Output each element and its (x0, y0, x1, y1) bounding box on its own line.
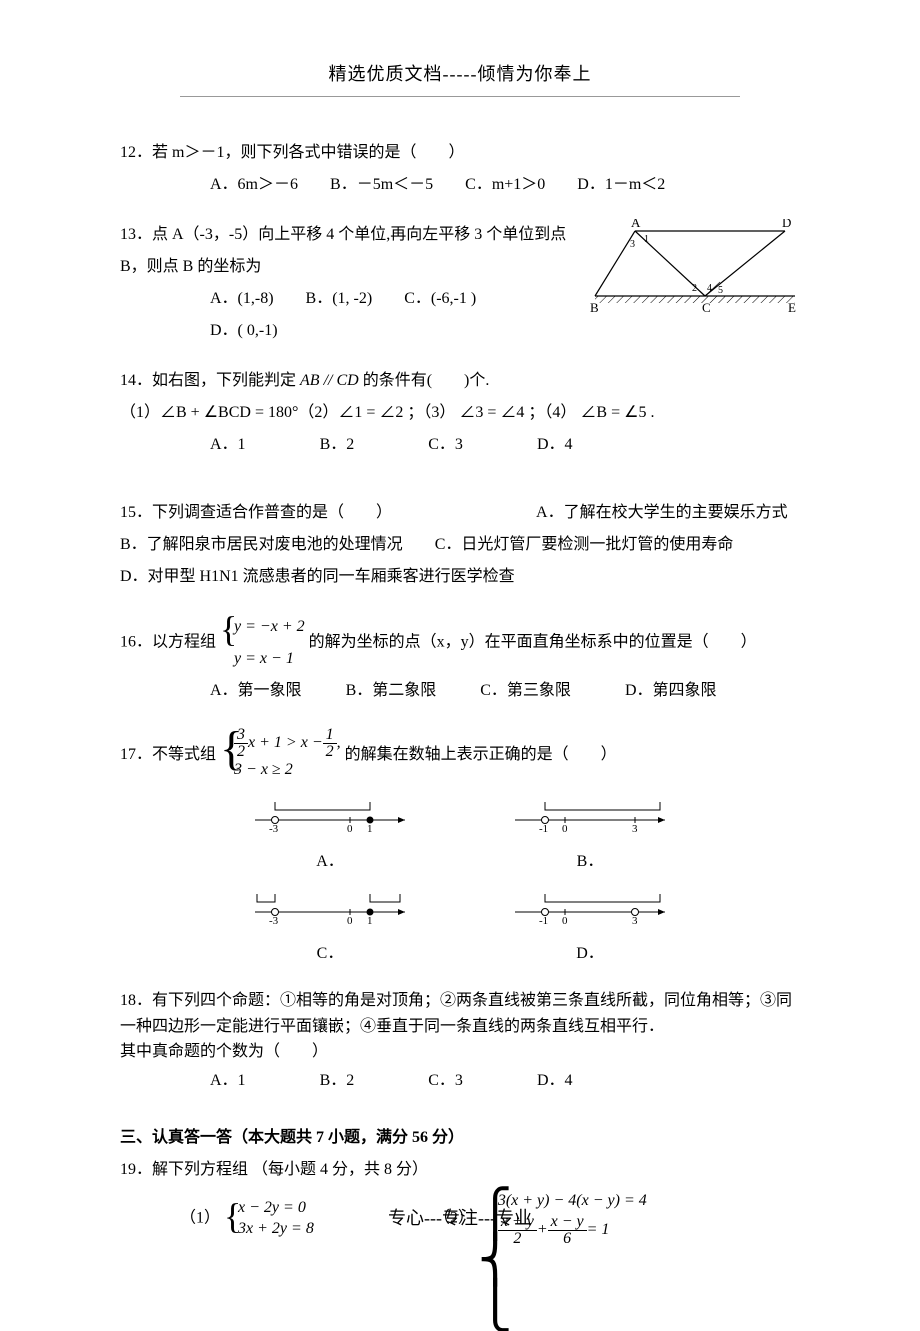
q12-choice-d: D．1－m＜2 (577, 169, 665, 201)
q13-choice-a: A．(1,-8) (210, 283, 274, 315)
q16-sys-l1: y = −x + 2 (234, 618, 305, 635)
svg-text:-3: -3 (269, 915, 279, 926)
q16-choice-c: C．第三象限 (480, 675, 571, 707)
svg-text:0: 0 (347, 915, 353, 926)
q14-conditions: （1）∠B + ∠BCD = 180°（2）∠1 = ∠2 ；（3） ∠3 = … (120, 397, 800, 429)
q14-stem-a: 14．如右图，下列能判定 (120, 372, 300, 389)
q13-choice-b: B．(1, -2) (306, 283, 373, 315)
q17-axis-d: -1 0 3 D． (505, 884, 675, 970)
page-footer: 专心---专注---专业 (0, 1204, 920, 1230)
svg-text:1: 1 (367, 823, 373, 834)
q15-choice-c: C．日光灯管厂要检测一批灯管的使用寿命 (435, 536, 734, 553)
q17-label-c: C． (245, 938, 415, 970)
fig-label-b: B (590, 300, 599, 315)
q19-stem: 19．解下列方程组 （每小题 4 分，共 8 分） (120, 1155, 800, 1179)
fig-label-d: D (782, 219, 791, 230)
q12-choice-c: C．m+1＞0 (465, 169, 545, 201)
q17-stem-b: 的解集在数轴上表示正确的是（ ） (345, 746, 617, 763)
question-16: 16．以方程组 { y = −x + 2 y = x − 1 的解为坐标的点（x… (120, 611, 800, 707)
svg-text:3: 3 (632, 823, 638, 834)
q15-stem: 15．下列调查适合作普查的是（ ） (120, 504, 392, 521)
q14-choice-d: D．4 (537, 429, 573, 461)
q16-stem-a: 16．以方程组 (120, 634, 216, 651)
question-17: 17．不等式组 { 32 x + 1 > x − 12, 3 − x ≥ 2 的… (120, 725, 800, 970)
q18-stem: 18．有下列四个命题：①相等的角是对顶角；②两条直线被第三条直线所截，同位角相等… (120, 988, 800, 1039)
q15-choice-a: A．了解在校大学生的主要娱乐方式 (536, 497, 788, 529)
q12-choice-a: A．6m＞－6 (210, 169, 298, 201)
page-header: 精选优质文档-----倾情为你奉上 (120, 60, 800, 86)
svg-text:-1: -1 (539, 823, 548, 834)
q12-stem: 12．若 m＞－1，则下列各式中错误的是（ ） (120, 137, 800, 169)
q18-choice-d: D．4 (537, 1065, 573, 1097)
q14-stem-b: AB // CD (300, 372, 359, 389)
q15-choice-b: B．了解阳泉市居民对废电池的处理情况 (120, 536, 403, 553)
q16-choice-d: D．第四象限 (625, 675, 717, 707)
q17-l1: x + 1 > x − (248, 733, 323, 754)
svg-text:-3: -3 (269, 823, 279, 834)
q14-choice-a: A．1 (210, 429, 246, 461)
q16-system: { y = −x + 2 y = x − 1 (220, 611, 305, 675)
q14-choice-c: C．3 (428, 429, 463, 461)
q14-stem-c: 的条件有( )个. (359, 372, 490, 389)
svg-text:0: 0 (347, 823, 353, 834)
q17-label-b: B． (505, 846, 675, 878)
q13-choice-d: D．( 0,-1) (210, 315, 278, 347)
question-18: 18．有下列四个命题：①相等的角是对顶角；②两条直线被第三条直线所截，同位角相等… (120, 988, 800, 1097)
fig-label-c: C (702, 300, 711, 315)
svg-text:0: 0 (562, 915, 568, 926)
q18-choice-a: A．1 (210, 1065, 246, 1097)
q17-label-a: A． (245, 846, 415, 878)
q17-system: { 32 x + 1 > x − 12, 3 − x ≥ 2 (220, 725, 341, 786)
q14-choice-b: B．2 (320, 429, 355, 461)
q18-sub: 其中真命题的个数为（ ） (120, 1039, 800, 1065)
q16-choice-b: B．第二象限 (346, 675, 437, 707)
q18-choice-c: C．3 (428, 1065, 463, 1097)
q17-axis-a: -3 0 1 A． (245, 792, 415, 878)
svg-text:0: 0 (562, 823, 568, 834)
section-3-title: 三、认真答一答（本大题共 7 小题，满分 56 分） (120, 1123, 800, 1147)
svg-text:5: 5 (718, 285, 723, 296)
q14-figure: A D B C E 1 3 2 4 5 (590, 219, 800, 324)
svg-text:4: 4 (707, 283, 712, 294)
q17-label-d: D． (505, 938, 675, 970)
fig-label-a: A (631, 219, 641, 230)
q16-choice-a: A．第一象限 (210, 675, 302, 707)
q17-axis-b: -1 0 3 B． (505, 792, 675, 878)
svg-text:3: 3 (630, 239, 635, 250)
q17-axis-c: -3 0 1 C． (245, 884, 415, 970)
q13-choice-c: C．(-6,-1 ) (404, 283, 476, 315)
svg-text:3: 3 (632, 915, 638, 926)
q12-choice-b: B．－5m＜－5 (330, 169, 433, 201)
q15-choice-d: D．对甲型 H1N1 流感患者的同一车厢乘客进行医学检查 (120, 561, 800, 593)
q16-stem-b: 的解为坐标的点（x，y）在平面直角坐标系中的位置是（ ） (309, 634, 757, 651)
svg-text:1: 1 (367, 915, 373, 926)
header-rule (180, 96, 740, 97)
question-14: 14．如右图，下列能判定 AB // CD 的条件有( )个. （1）∠B + … (120, 365, 800, 461)
q18-choice-b: B．2 (320, 1065, 355, 1097)
svg-text:-1: -1 (539, 915, 548, 926)
q16-sys-l2: y = x − 1 (234, 650, 294, 667)
q19-f2-den: 6 (548, 1231, 587, 1247)
fig-label-e: E (788, 300, 796, 315)
question-15: 15．下列调查适合作普查的是（ ） A．了解在校大学生的主要娱乐方式 B．了解阳… (120, 497, 800, 593)
q17-stem-a: 17．不等式组 (120, 746, 216, 763)
question-12: 12．若 m＞－1，则下列各式中错误的是（ ） A．6m＞－6 B．－5m＜－5… (120, 137, 800, 201)
